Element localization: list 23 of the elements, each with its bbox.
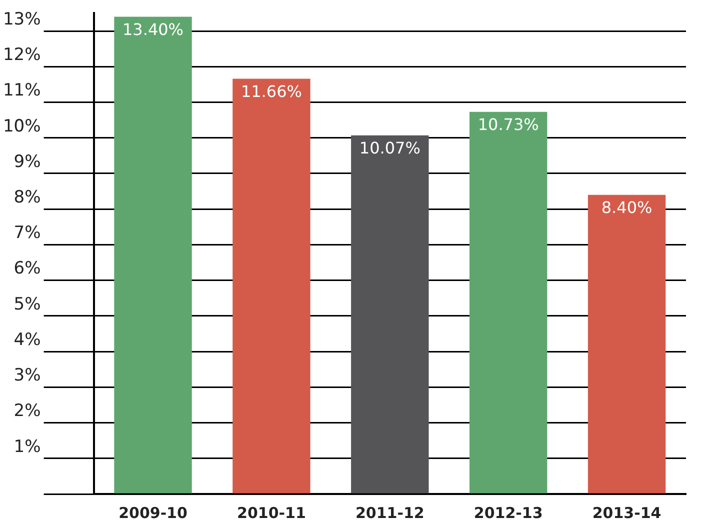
y-tick-label: 1% <box>14 436 41 457</box>
y-tick-label: 2% <box>14 401 41 422</box>
data-label: 8.40% <box>601 198 652 217</box>
y-tick-label: 6% <box>14 258 41 279</box>
data-label: 10.07% <box>359 138 420 158</box>
y-tick-label: 9% <box>14 152 41 172</box>
y-tick-label: 7% <box>14 223 41 244</box>
data-label: 13.40% <box>122 20 184 39</box>
y-tick-label: 11% <box>2 80 41 101</box>
y-tick-label: 10% <box>2 116 41 136</box>
y-tick-label: 13% <box>2 9 41 30</box>
x-tick-label: 2009-10 <box>118 504 188 522</box>
x-tick-label: 2010-11 <box>237 504 306 522</box>
x-tick-label: 2012-13 <box>474 504 543 522</box>
x-tick-label: 2013-14 <box>592 504 662 522</box>
y-tick-label: 12% <box>2 45 41 66</box>
x-tick-label: 2011-12 <box>355 504 424 522</box>
y-tick-label: 4% <box>14 330 41 350</box>
y-tick-label: 8% <box>14 188 41 208</box>
data-label: 10.73% <box>478 115 539 134</box>
data-label: 11.66% <box>240 82 302 101</box>
y-tick-label: 3% <box>14 366 41 386</box>
y-tick-label: 5% <box>14 294 41 314</box>
